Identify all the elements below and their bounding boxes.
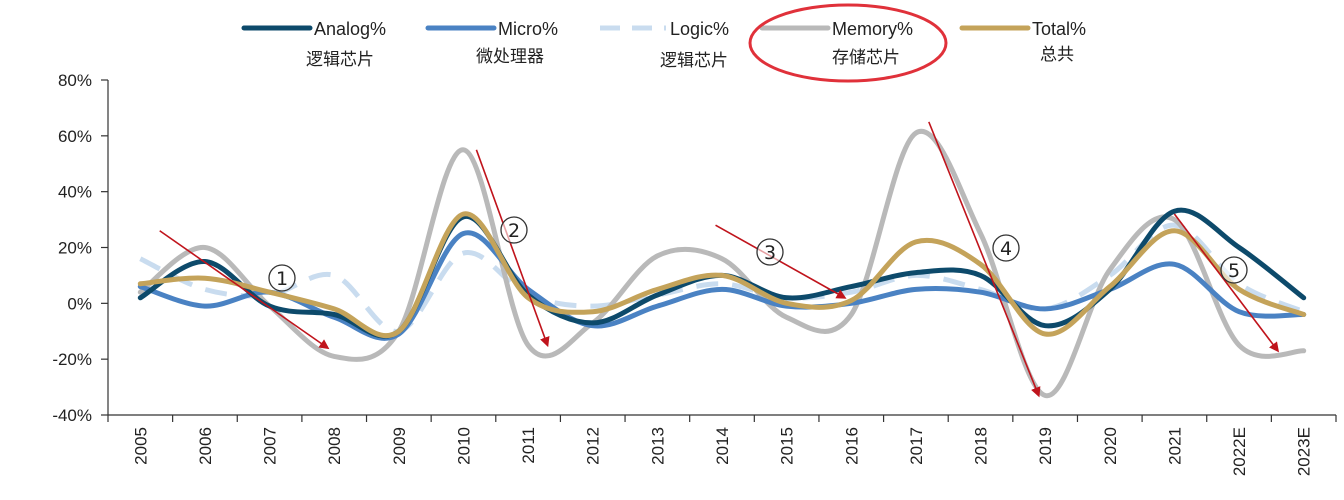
cycle-number: 4 bbox=[1000, 238, 1012, 260]
cycle-number: 5 bbox=[1228, 260, 1240, 282]
trend-arrow bbox=[715, 224, 847, 299]
legend-sublabel: 逻辑芯片 bbox=[660, 51, 728, 71]
x-tick-label: 2017 bbox=[907, 427, 926, 465]
x-tick-label: 2020 bbox=[1101, 427, 1120, 465]
trend-arrow bbox=[159, 230, 330, 350]
series-line-memory bbox=[137, 128, 1307, 399]
cycle-marker bbox=[756, 238, 784, 266]
trend-arrow bbox=[475, 149, 550, 348]
legend-sublabel: 总共 bbox=[1040, 45, 1074, 65]
x-tick-label: 2007 bbox=[261, 427, 280, 465]
x-tick-label: 2019 bbox=[1036, 427, 1055, 465]
legend-label: Total% bbox=[1032, 19, 1086, 39]
legend: Analog% 逻辑芯片 Micro% 微处理器 Logic% 逻辑芯片 Memory% 存储… bbox=[241, 3, 1086, 83]
legend-sublabel: 存储芯片 bbox=[832, 48, 900, 68]
x-tick-label: 2006 bbox=[196, 427, 215, 465]
x-tick-label: 2010 bbox=[454, 427, 473, 465]
x-tick-label: 2005 bbox=[131, 427, 150, 465]
axes: 80% 60% 40% 20% 0% -20% -40% 2005 2006 2007 2008 20… bbox=[52, 71, 1337, 476]
series-line-micro bbox=[137, 230, 1307, 341]
legend-label: Memory% bbox=[832, 19, 913, 39]
legend-sublabel: 微处理器 bbox=[476, 47, 544, 67]
cycle-number: 1 bbox=[276, 268, 288, 290]
legend-label: Logic% bbox=[670, 19, 729, 39]
cycle-number: 3 bbox=[764, 242, 776, 264]
y-tick-label: 60% bbox=[58, 127, 92, 146]
series-line-logic bbox=[139, 222, 1305, 334]
y-tick-label: 0% bbox=[67, 294, 92, 313]
x-tick-label: 2008 bbox=[325, 427, 344, 465]
x-tick-label: 2011 bbox=[519, 427, 538, 464]
y-tick-label: -20% bbox=[52, 350, 92, 369]
series-layer bbox=[137, 128, 1307, 399]
annotation-layer: 1 2 3 4 5 bbox=[159, 121, 1280, 398]
legend-label: Analog% bbox=[314, 19, 386, 39]
x-tick-label: 2013 bbox=[648, 427, 667, 465]
cycle-marker bbox=[992, 234, 1020, 262]
x-tick-label: 2015 bbox=[778, 427, 797, 465]
x-tick-label: 2009 bbox=[390, 427, 409, 465]
trend-arrow bbox=[928, 121, 1041, 398]
x-tick-label: 2018 bbox=[972, 427, 991, 465]
x-tick-label: 2014 bbox=[713, 427, 732, 465]
y-tick-label: -40% bbox=[52, 406, 92, 425]
highlight-ellipse bbox=[748, 3, 948, 83]
cycle-marker bbox=[1220, 256, 1248, 284]
x-tick-label: 2012 bbox=[584, 427, 603, 465]
x-tick-label: 2022E bbox=[1230, 427, 1249, 476]
y-tick-label: 40% bbox=[58, 183, 92, 202]
legend-sublabel: 逻辑芯片 bbox=[306, 50, 374, 70]
series-line-total bbox=[137, 211, 1307, 339]
legend-label: Micro% bbox=[498, 19, 558, 39]
y-tick-label: 20% bbox=[58, 239, 92, 258]
trend-arrow bbox=[1173, 213, 1280, 353]
x-tick-label: 2021 bbox=[1165, 427, 1184, 465]
cycle-marker bbox=[500, 216, 528, 244]
x-tick-label: 2016 bbox=[842, 427, 861, 465]
y-tick-label: 80% bbox=[58, 71, 92, 90]
x-tick-label: 2023E bbox=[1295, 427, 1314, 476]
cycle-number: 2 bbox=[508, 220, 520, 242]
cycle-marker bbox=[268, 264, 296, 292]
